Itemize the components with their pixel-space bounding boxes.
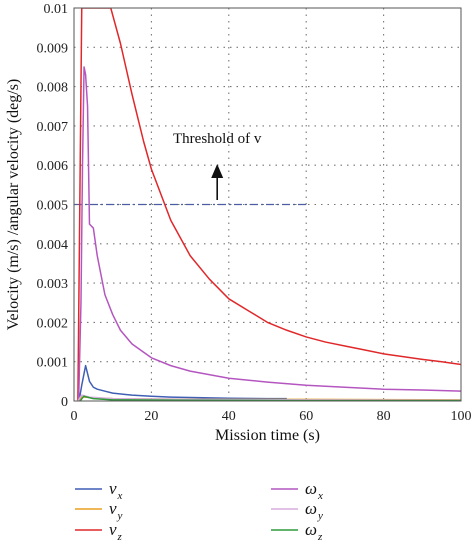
y-tick-label: 0.01 [44,2,69,17]
legend-label: ωy [305,499,323,522]
up-arrow-icon [211,164,224,200]
x-tick-labels: 0 20 40 60 80 100 [71,409,472,424]
series-line-omega-x [77,66,461,401]
x-tick-label: 20 [144,409,158,424]
series-line-omega-y [77,394,461,401]
x-tick-label: 60 [299,409,313,424]
plot-frame [73,7,462,402]
y-tick-label: 0.009 [37,41,69,56]
x-tick-label: 0 [71,409,78,424]
y-axis-title: Velocity (m/s) /angular velocity (deg/s) [5,79,22,330]
series-line-v-z [77,8,461,401]
x-tick-label: 80 [377,409,391,424]
y-tick-label: 0.005 [37,199,69,214]
y-tick-label: 0.006 [37,159,69,174]
series-lines [77,8,461,401]
legend-label: ωz [305,520,323,543]
x-axis-title: Mission time (s) [215,427,320,444]
y-tick-label: 0 [61,395,68,410]
x-tick-label: 100 [451,409,472,424]
y-tick-label: 0.008 [37,81,69,96]
legend-label: vy [109,499,123,522]
arrow-head [211,164,224,178]
y-tick-labels: 0 0.001 0.002 0.003 0.004 0.005 0.006 0.007 0.00… [37,2,69,410]
y-tick-label: 0.002 [37,316,69,331]
y-tick-label: 0.004 [37,238,69,253]
x-tick-label: 40 [222,409,236,424]
y-tick-label: 0.007 [37,120,69,135]
y-tick-label: 0.003 [37,277,69,292]
series-line-v-x [78,364,287,401]
legend-label: vz [109,520,123,543]
threshold-annotation: Threshold of v [173,131,262,147]
grid-lines [74,8,461,401]
y-tick-label: 0.001 [37,356,69,371]
